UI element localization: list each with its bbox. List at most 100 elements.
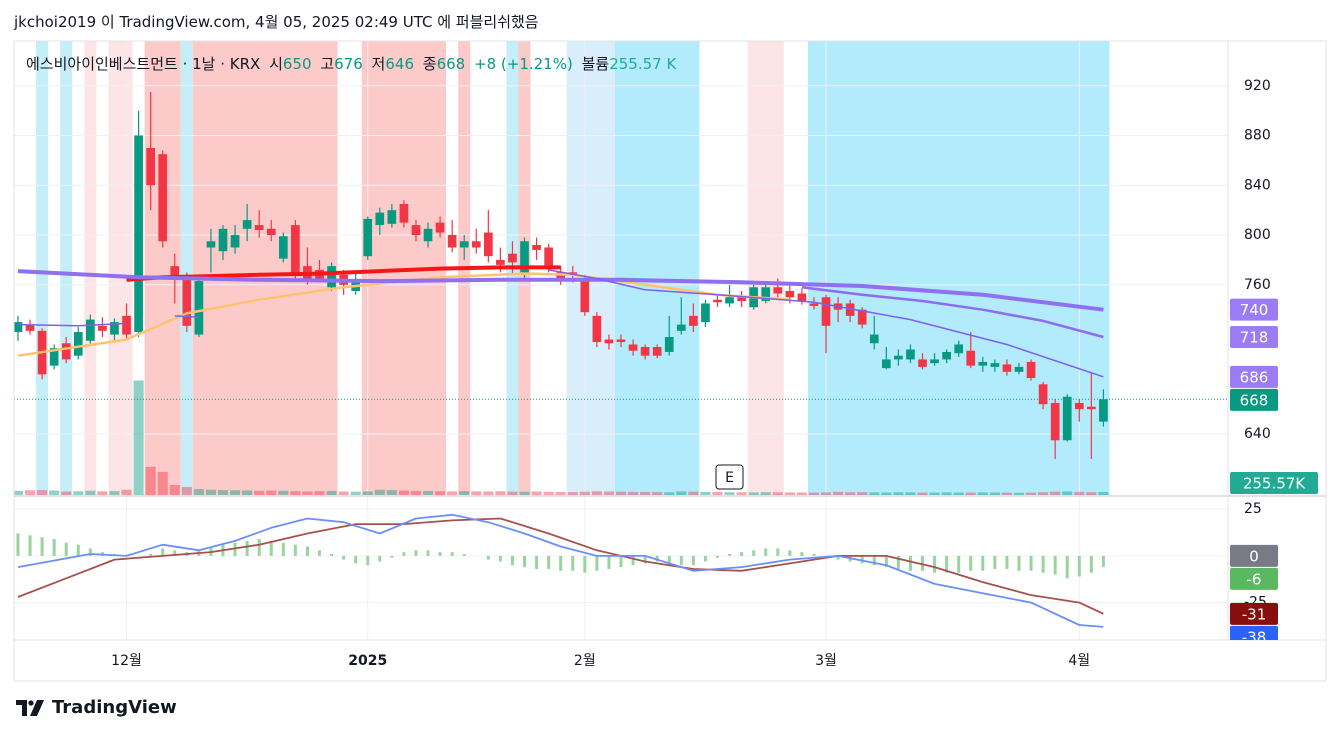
- histogram-bar: [342, 555, 346, 560]
- volume-bar: [193, 489, 204, 495]
- macd-badge: [1230, 625, 1278, 640]
- volume-bar: [953, 492, 964, 495]
- candle-body: [399, 203, 409, 223]
- candle-body: [496, 259, 505, 265]
- histogram-bar: [257, 539, 261, 556]
- candle-body: [845, 303, 855, 316]
- candle-body: [520, 241, 529, 273]
- volume-bar: [24, 490, 36, 495]
- volume-bar: [881, 492, 892, 495]
- histogram-bar: [703, 555, 707, 562]
- histogram-bar: [800, 552, 804, 556]
- candle-body: [906, 349, 915, 360]
- histogram-bar: [1101, 555, 1105, 568]
- volume-bar: [338, 491, 349, 495]
- y-tick-label: 920: [1244, 78, 1271, 94]
- legend: 에스비아이인베스트먼트 · 1날 · KRX 시650 고676 저646 종6…: [26, 55, 677, 73]
- volume-bar: [989, 492, 1000, 495]
- legend-open: 650: [283, 55, 312, 73]
- candle-body: [532, 244, 541, 250]
- volume-bar: [314, 491, 325, 495]
- histogram-bar: [40, 537, 44, 556]
- candle-body: [869, 334, 879, 344]
- histogram-bar: [896, 555, 900, 569]
- volume-bar: [543, 491, 554, 495]
- histogram-bar: [884, 555, 888, 568]
- candle-body: [689, 315, 698, 326]
- volume-bar: [664, 492, 675, 495]
- volume-badge-label: 255.57K: [1243, 474, 1306, 492]
- histogram-bar: [715, 555, 719, 558]
- candle-body: [664, 337, 674, 352]
- candle-body: [592, 315, 602, 343]
- histogram-bar: [281, 542, 285, 556]
- volume-bar: [133, 380, 144, 495]
- histogram-bar: [1017, 555, 1021, 571]
- volume-bar: [796, 492, 807, 495]
- candle-body: [86, 319, 95, 341]
- candle-body: [435, 222, 445, 233]
- volume-bar: [157, 471, 168, 495]
- histogram-bar: [728, 554, 732, 556]
- histogram-bar: [764, 548, 768, 556]
- volume-bar: [676, 491, 687, 495]
- candle-body: [809, 303, 819, 306]
- volume-bar: [350, 491, 361, 495]
- histogram-bar: [390, 555, 394, 558]
- earnings-label: E: [725, 470, 734, 486]
- moving-average: [801, 286, 1104, 339]
- candle-body: [218, 228, 228, 252]
- candle-body: [580, 278, 590, 313]
- volume-bar: [14, 490, 24, 495]
- histogram-bar: [619, 555, 623, 568]
- highlight-band: [108, 41, 133, 495]
- volume-bar: [495, 491, 506, 495]
- highlight-band: [84, 41, 97, 495]
- candle-body: [604, 339, 614, 344]
- histogram-bar: [691, 555, 695, 566]
- volume-bar: [398, 490, 409, 495]
- macd-badge-label: 0: [1249, 547, 1259, 565]
- price-badge-label: 668: [1240, 391, 1269, 409]
- candle-body: [49, 348, 59, 366]
- macd-line: [17, 517, 1104, 615]
- histogram-bar: [1029, 555, 1033, 571]
- moving-average: [17, 272, 790, 357]
- candle-body: [676, 324, 686, 331]
- histogram-bar: [88, 548, 92, 556]
- histogram-bar: [752, 550, 756, 556]
- candle-body: [640, 346, 650, 356]
- volume-bar: [772, 492, 783, 495]
- macd-badge: [1230, 602, 1278, 625]
- candle-body: [25, 324, 35, 331]
- brand-logo: [16, 699, 44, 716]
- histogram-bar: [486, 555, 490, 560]
- macd-badge-label: -38: [1242, 628, 1267, 646]
- histogram-bar: [52, 539, 56, 556]
- histogram-bar: [836, 555, 840, 560]
- histogram-bar: [981, 555, 985, 571]
- legend-high: 676: [334, 55, 363, 73]
- earnings-box: [715, 464, 744, 490]
- volume-bar: [73, 491, 84, 495]
- candle-body: [821, 297, 831, 326]
- volume-bar: [61, 491, 72, 495]
- volume-bar: [85, 490, 96, 495]
- volume-bar: [941, 492, 952, 495]
- candle-body: [291, 225, 300, 277]
- macd-badge-label: -6: [1247, 570, 1262, 588]
- histogram-bar: [1089, 555, 1093, 573]
- candle-body: [894, 355, 903, 360]
- histogram-bar: [1077, 555, 1081, 577]
- macd-line: [17, 513, 1104, 628]
- footer: TradingView: [16, 697, 177, 718]
- volume-bar: [471, 491, 482, 495]
- candle-body: [423, 228, 433, 242]
- volume-bar: [386, 490, 397, 495]
- candle-body: [14, 322, 23, 333]
- highlight-band: [180, 41, 193, 495]
- candle-body: [1038, 384, 1048, 405]
- candle-body: [1050, 402, 1060, 441]
- volume-badge: [1230, 471, 1318, 494]
- histogram-bar: [860, 555, 864, 564]
